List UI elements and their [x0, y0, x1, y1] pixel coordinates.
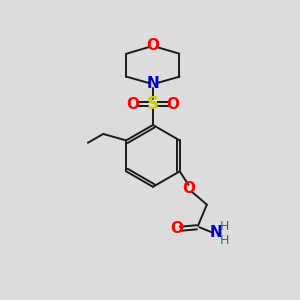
Text: H: H [220, 220, 229, 233]
Text: N: N [147, 76, 159, 91]
Text: O: O [146, 38, 159, 53]
Text: O: O [167, 97, 179, 112]
Text: H: H [220, 234, 229, 247]
Text: O: O [126, 97, 140, 112]
Text: N: N [210, 225, 223, 240]
Text: O: O [170, 221, 183, 236]
Text: O: O [182, 181, 195, 196]
Text: S: S [147, 95, 159, 113]
